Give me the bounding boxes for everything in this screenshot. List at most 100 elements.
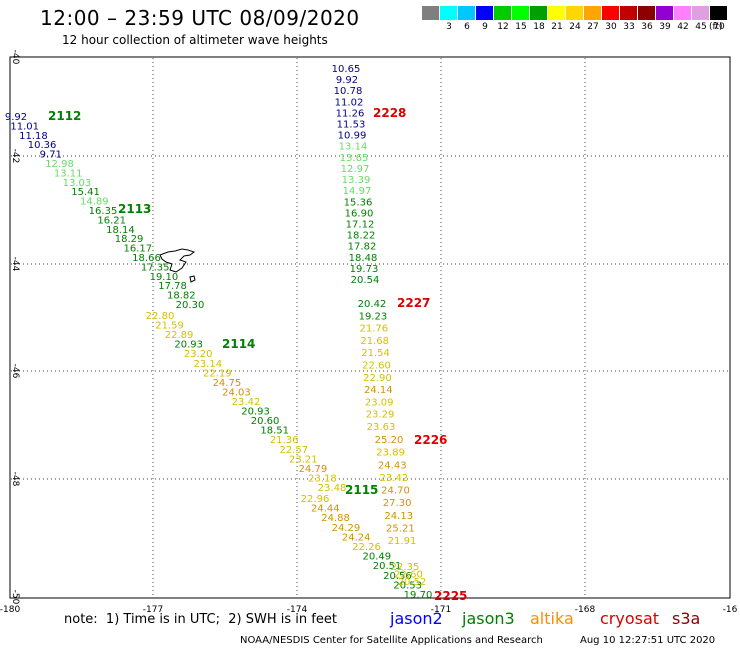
wave-height-value: 13.14 [339,142,368,153]
colorbar-tick-label: 42 [677,22,689,32]
wave-height-value: 20.52 [398,577,427,588]
wave-height-value: 13.03 [63,178,92,189]
wave-height-value: 10.99 [338,131,367,142]
wave-height-value: 18.66 [132,253,161,264]
wave-height-value: 23.20 [184,349,213,360]
colorbar-tick-label: 3 [446,22,452,32]
colorbar-swatch [548,6,565,20]
wave-height-value: 23.42 [380,473,409,484]
pass-label: 2114 [222,337,255,351]
wave-height-value: 19.73 [350,264,379,275]
wave-height-value: 23.63 [367,422,396,433]
colorbar-swatch [692,6,709,20]
wave-height-value: 24.24 [342,532,371,543]
wave-height-value: 22.57 [279,445,308,456]
wave-height-value: 20.53 [393,580,422,591]
legend-entry-jason2: jason2 [390,609,443,628]
wave-height-value: 21.91 [388,536,417,547]
wave-height-value: 22.35 [391,562,420,573]
wave-height-value: 20.30 [176,300,205,311]
wave-height-value: 22.89 [165,330,194,341]
wave-height-value: 20.51 [373,561,402,572]
pass-label: 2113 [118,202,151,216]
wave-height-value: 17.12 [346,219,375,230]
wave-height-value: 22.60 [394,570,423,581]
lon-label: -180 [0,605,20,615]
colorbar-tick-label: 45 [695,22,707,32]
lat-label: -46 [10,364,20,379]
wave-height-value: 21.76 [359,324,388,335]
generated-timestamp: Aug 10 12:27:51 UTC 2020 [580,635,716,646]
wave-height-value: 14.97 [343,186,372,197]
wave-height-value: 13.65 [340,153,369,164]
wave-height-value: 21.54 [361,348,390,359]
wave-height-value: 20.49 [362,552,391,563]
colorbar-swatch [584,6,601,20]
wave-height-value: 25.21 [386,523,415,534]
lat-label: -42 [10,149,20,164]
colorbar-tick-label: 9 [482,22,488,32]
colorbar-swatch [476,6,493,20]
wave-height-value: 16.21 [97,215,126,226]
wave-height-value: 27.30 [383,498,412,509]
lat-label: -44 [10,257,20,272]
wave-height-value: 18.29 [115,234,144,245]
wave-height-value: 24.79 [299,464,328,475]
wave-height-value: 12.97 [341,164,370,175]
wave-height-value: 24.44 [311,504,340,515]
wave-height-value: 11.53 [337,120,366,131]
colorbar-tick-label: 70 [713,22,725,32]
pass-label: 2225 [434,589,467,603]
colorbar-swatch [710,6,727,20]
wave-height-value: 20.60 [251,416,280,427]
lon-label: -171 [431,605,451,615]
colorbar-tick-label: 6 [464,22,470,32]
pass-label: 2226 [414,433,447,447]
wave-height-value: 16.35 [89,206,118,217]
wave-height-value: 14.89 [80,197,109,208]
colorbar-swatch [620,6,637,20]
wave-height-value: 19.70 [404,590,433,601]
wave-height-value: 18.82 [167,291,196,302]
pass-label: 2227 [397,296,430,310]
wave-height-value: 23.29 [366,410,395,421]
wave-height-value: 15.36 [344,197,373,208]
colorbar-swatch [638,6,655,20]
wave-height-value: 11.18 [19,131,48,142]
colorbar-swatch [530,6,547,20]
wave-height-value: 23.48 [318,483,347,494]
colorbar-tick-label: 27 [587,22,599,32]
legend-entry-cryosat: cryosat [600,609,660,628]
wave-height-value: 20.42 [358,299,387,310]
wave-height-value: 23.09 [365,397,394,408]
wave-height-value: 13.11 [54,168,83,179]
wave-height-value: 24.14 [364,385,393,396]
wave-height-value: 24.70 [381,486,410,497]
wave-height-value: 9.92 [5,112,27,123]
legend-entry-jason3: jason3 [462,609,515,628]
colorbar-swatch [656,6,673,20]
wave-height-value: 22.96 [301,494,330,505]
wave-height-value: 10.65 [332,64,361,75]
wave-height-value: 16.17 [123,244,152,255]
wave-height-value: 23.21 [289,454,318,465]
colorbar-swatch [422,6,439,20]
island-outline [189,275,196,283]
legend-entry-s3a: s3a [672,609,701,628]
wave-height-value: 24.88 [321,513,350,524]
wave-height-value: 10.36 [28,140,57,151]
lon-label: -174 [287,605,308,615]
wave-height-value: 18.51 [260,426,289,437]
colorbar-swatch [674,6,691,20]
wave-height-value: 9.92 [336,75,358,86]
page-title: 12:00 – 23:59 UTC 08/09/2020 [40,6,360,30]
wave-height-value: 22.26 [352,542,381,553]
wave-height-value: 22.19 [203,368,232,379]
colorbar [422,6,728,20]
wave-height-value: 24.75 [213,378,242,389]
wave-height-value: 13.39 [342,175,371,186]
colorbar-tick-label: 18 [533,22,545,32]
colorbar-tick-label: 21 [551,22,563,32]
colorbar-tick-label: 30 [605,22,617,32]
